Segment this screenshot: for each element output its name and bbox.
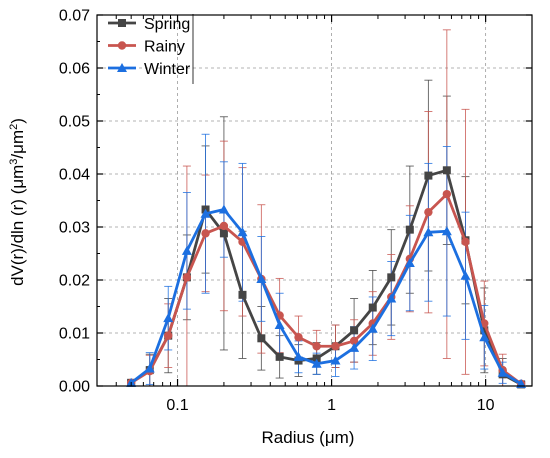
y-label-superscript: 3 bbox=[8, 159, 20, 165]
x-tick-label: 10 bbox=[477, 397, 495, 414]
data-point-winter bbox=[479, 332, 490, 342]
y-label-text: /μm bbox=[8, 130, 27, 159]
y-tick-label: 0.07 bbox=[59, 8, 90, 25]
data-point-rainy bbox=[442, 189, 452, 199]
data-point-rainy bbox=[182, 273, 192, 282]
y-tick-label: 0.01 bbox=[59, 326, 90, 343]
data-point-spring bbox=[442, 166, 451, 175]
data-point-winter bbox=[256, 273, 267, 283]
data-point-winter bbox=[237, 227, 248, 237]
data-point-rainy bbox=[424, 207, 433, 217]
axes-layer: 0.00 0.01 0.02 0.03 0.04 0.05 0.06 0.07 0.1 1 10 bbox=[59, 8, 533, 414]
data-point-spring bbox=[257, 334, 266, 343]
data-point-rainy bbox=[461, 237, 470, 247]
data-point-winter bbox=[293, 351, 304, 361]
series-line-spring bbox=[130, 168, 522, 386]
y-label-text: dV(r)/dln (r) (μm bbox=[8, 165, 27, 286]
y-label-text: ) bbox=[8, 118, 27, 124]
data-point-winter bbox=[441, 226, 452, 236]
data-point-spring bbox=[405, 225, 414, 234]
data-point-rainy bbox=[164, 331, 173, 340]
y-tick-label: 0.05 bbox=[59, 114, 90, 131]
data-point-rainy bbox=[294, 333, 303, 342]
data-point-winter bbox=[404, 258, 415, 268]
data-point-spring bbox=[238, 290, 247, 299]
legend-label-winter: Winter bbox=[144, 61, 191, 78]
data-point-winter bbox=[200, 208, 211, 218]
data-point-spring bbox=[368, 303, 377, 312]
x-tick-label: 1 bbox=[327, 397, 336, 414]
data-point-spring bbox=[424, 171, 433, 180]
legend: Spring Rainy Winter bbox=[108, 14, 194, 84]
data-point-winter bbox=[163, 313, 174, 323]
data-point-spring bbox=[312, 354, 321, 363]
legend-marker-winter bbox=[117, 63, 127, 72]
x-tick-label: 0.1 bbox=[166, 397, 188, 414]
y-label-superscript: 2 bbox=[8, 124, 20, 130]
y-tick-label: 0.03 bbox=[59, 220, 90, 237]
data-point-winter bbox=[497, 367, 508, 377]
data-point-rainy bbox=[331, 342, 340, 351]
data-point-winter bbox=[311, 358, 322, 368]
legend-label-rainy: Rainy bbox=[144, 39, 185, 56]
data-point-winter bbox=[181, 245, 192, 255]
data-point-winter bbox=[144, 363, 155, 373]
legend-label-spring: Spring bbox=[144, 16, 190, 33]
data-point-winter bbox=[330, 355, 341, 365]
data-point-winter bbox=[367, 323, 378, 333]
data-point-spring bbox=[480, 326, 489, 335]
x-axis-label: Radius (μm) bbox=[262, 428, 355, 447]
series-layer bbox=[126, 166, 527, 389]
series-line-winter bbox=[130, 208, 522, 386]
series-line-rainy bbox=[130, 192, 522, 386]
data-point-winter bbox=[386, 293, 397, 303]
data-point-winter bbox=[460, 270, 471, 280]
y-tick-label: 0.00 bbox=[59, 379, 90, 396]
data-point-winter bbox=[218, 204, 229, 214]
data-point-rainy bbox=[201, 229, 210, 238]
data-point-winter bbox=[274, 320, 285, 330]
y-tick-label: 0.06 bbox=[59, 61, 90, 78]
data-point-spring bbox=[219, 229, 228, 238]
data-point-rainy bbox=[312, 342, 321, 351]
data-point-spring bbox=[387, 273, 396, 282]
data-point-winter bbox=[349, 342, 360, 352]
y-axis-label: dV(r)/dln (r) (μm3/μm2) bbox=[8, 118, 27, 286]
data-point-rainy bbox=[219, 221, 229, 231]
legend-marker-rainy bbox=[117, 41, 127, 50]
legend-marker-spring bbox=[118, 19, 126, 27]
data-point-spring bbox=[350, 326, 359, 335]
data-point-spring bbox=[275, 352, 284, 361]
data-point-rainy bbox=[349, 336, 359, 346]
data-point-winter bbox=[423, 227, 434, 237]
y-tick-label: 0.04 bbox=[59, 167, 90, 184]
y-tick-label: 0.02 bbox=[59, 273, 90, 290]
data-point-rainy bbox=[480, 319, 489, 328]
